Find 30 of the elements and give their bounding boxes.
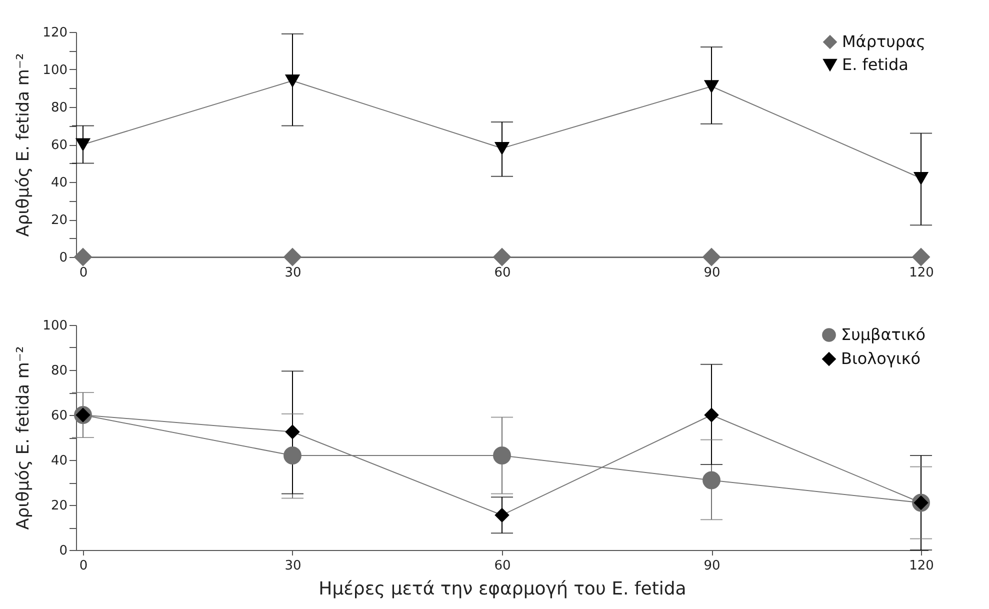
y-tick-label: 20 bbox=[50, 498, 68, 514]
y-tick-label: 120 bbox=[42, 26, 68, 40]
y-tick-label: 40 bbox=[50, 176, 68, 190]
x-tick-label: 30 bbox=[284, 266, 302, 280]
x-tick-label: 90 bbox=[704, 266, 720, 280]
y-axis-title: Αριθμός E. fetida m⁻² bbox=[14, 53, 34, 237]
x-tick-label: 120 bbox=[909, 558, 934, 574]
x-tick-label: 0 bbox=[79, 266, 88, 280]
x-tick-label: 60 bbox=[494, 266, 511, 280]
y-tick-label: 0 bbox=[59, 544, 68, 558]
y-tick-label: 100 bbox=[42, 318, 68, 334]
x-tick-label: 90 bbox=[704, 558, 720, 574]
x-tick-label: 0 bbox=[79, 558, 88, 574]
y-tick-label: 40 bbox=[50, 454, 68, 468]
y-tick-label: 60 bbox=[50, 408, 68, 424]
x-tick-label: 120 bbox=[909, 266, 934, 280]
legend-label: Βιολογικό bbox=[841, 349, 921, 368]
y-tick-label: 60 bbox=[50, 138, 68, 153]
legend-label: Μάρτυρας bbox=[842, 32, 926, 51]
y-tick-label: 20 bbox=[50, 213, 68, 228]
legend-label: E. fetida bbox=[842, 55, 908, 74]
x-tick-label: 60 bbox=[494, 558, 511, 574]
legend-label: Συμβατικό bbox=[841, 325, 926, 344]
y-tick-label: 0 bbox=[59, 250, 68, 266]
x-axis-title: Ημέρες μετά την εφαρμογή του E. fetida bbox=[318, 578, 686, 600]
y-tick-label: 80 bbox=[50, 100, 68, 116]
y-axis-title: Αριθμός E. fetida m⁻² bbox=[14, 346, 34, 530]
x-tick-label: 30 bbox=[284, 558, 302, 574]
y-tick-label: 100 bbox=[42, 63, 68, 78]
y-tick-label: 80 bbox=[50, 364, 68, 378]
